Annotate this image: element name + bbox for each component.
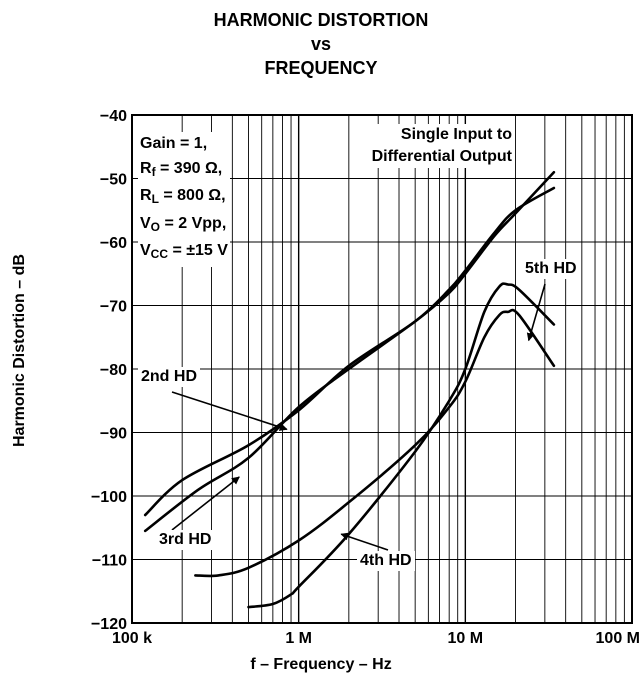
plot-annotation-arrows xyxy=(171,283,546,551)
x-tick-label: 10 M xyxy=(448,630,484,647)
y-tick-label: −110 xyxy=(92,553,127,570)
chart-title-line-3: FREQUENCY xyxy=(264,58,378,78)
configuration-note-line-2: Differential Output xyxy=(371,148,512,165)
chart-title-line-2: vs xyxy=(310,34,332,54)
y-tick-label: −120 xyxy=(91,616,127,633)
test-conditions: Gain = 1, Rf = 390 Ω, RL = 800 Ω, VO = 2… xyxy=(138,132,230,267)
annotation-arrow xyxy=(171,476,240,531)
series-label-4th-hd: 4th HD xyxy=(357,551,415,571)
plot-frame xyxy=(131,114,633,624)
condition-rf: Rf = 390 Ω, xyxy=(140,159,223,179)
configuration-note: Single Input to Differential Output xyxy=(369,124,514,168)
y-tick-label: −100 xyxy=(91,489,127,506)
x-tick-label: 1 M xyxy=(285,630,312,647)
x-tick-label: 100 M xyxy=(596,630,640,647)
series-line-5th-hd xyxy=(247,282,556,609)
condition-vcc: VCC = ±15 V xyxy=(140,242,228,262)
plot-series xyxy=(143,170,556,609)
y-tick-label: −60 xyxy=(100,235,127,252)
annotation-arrow xyxy=(340,532,389,551)
series-line-3th-hd xyxy=(143,170,556,533)
annotation-arrow xyxy=(171,391,288,431)
y-axis-ticks: −40 −50 −60 −70 −80 −90 −100 −110 −120 xyxy=(91,108,127,633)
series-line-4th-hd xyxy=(194,308,556,578)
x-axis-ticks: 100 k 1 M 10 M 100 M xyxy=(112,630,640,647)
condition-vo: VO = 2 Vpp, xyxy=(140,214,227,234)
x-axis-label: f – Frequency – Hz xyxy=(250,656,392,673)
series-label-5th-hd: 5th HD xyxy=(522,259,580,279)
condition-gain: Gain = 1, xyxy=(140,135,208,152)
y-tick-label: −90 xyxy=(100,426,127,443)
chart-title-line-1: HARMONIC DISTORTION xyxy=(213,10,429,30)
condition-rl: RL = 800 Ω, xyxy=(140,187,226,207)
x-tick-label: 100 k xyxy=(112,630,152,647)
y-axis-label: Harmonic Distortion – dB xyxy=(11,254,28,447)
annotation-arrow xyxy=(526,283,546,342)
y-tick-label: −50 xyxy=(100,172,127,189)
y-tick-label: −80 xyxy=(100,362,127,379)
configuration-note-line-1: Single Input to xyxy=(400,126,512,143)
y-tick-label: −40 xyxy=(100,108,127,125)
series-label-3rd-hd: 3rd HD xyxy=(156,530,215,550)
y-tick-label: −70 xyxy=(100,299,127,316)
series-label-2nd-hd: 2nd HD xyxy=(138,367,200,387)
